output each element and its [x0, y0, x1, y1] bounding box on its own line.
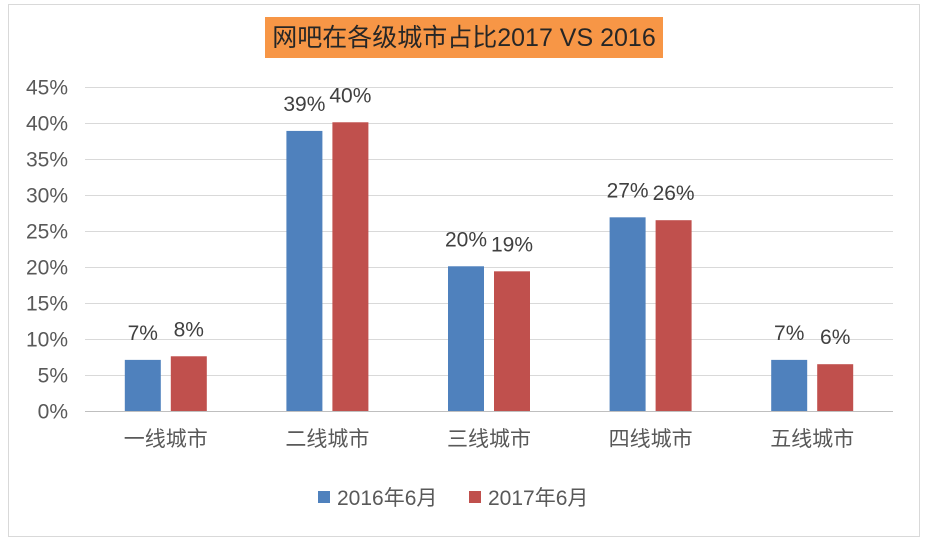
data-label-series-2-category-5: 6% [820, 326, 850, 349]
bar-series-2-category-2 [332, 122, 369, 411]
bar-series-1-category-3 [448, 266, 484, 411]
data-label-series-1-category-4: 27% [607, 179, 649, 202]
y-tick-label: 45% [26, 77, 68, 100]
data-label-series-2-category-1: 8% [174, 318, 204, 341]
data-label-series-1-category-3: 20% [445, 228, 487, 251]
y-tick-label: 25% [26, 221, 68, 244]
legend-swatch-series-1 [318, 491, 330, 503]
bar-series-2-category-5 [817, 364, 854, 411]
bars [124, 122, 854, 412]
y-tick-label: 30% [26, 185, 68, 208]
y-tick-label: 20% [26, 257, 68, 280]
y-gridlines [85, 87, 893, 412]
x-tick-label-category-1: 一线城市 [124, 428, 208, 451]
y-tick-label: 5% [38, 365, 68, 388]
bar-series-2-category-3 [494, 271, 530, 411]
data-label-series-2-category-3: 19% [491, 233, 533, 256]
data-label-series-2-category-4: 26% [653, 182, 695, 205]
y-axis-tick-labels: 0% 5% 10% 15% 20% 25% 30% 35% 40% 45% [26, 77, 68, 424]
chart-title: 网吧在各级城市占比2017 VS 2016 [272, 24, 655, 52]
data-labels: 7% 8% 39% 40% 20% 19% 27% 26% 7% 6% [128, 84, 851, 349]
x-tick-label-category-2: 二线城市 [285, 428, 369, 451]
y-tick-label: 15% [26, 293, 68, 316]
y-tick-label: 10% [26, 329, 68, 352]
bar-series-2-category-1 [170, 356, 207, 411]
data-label-series-1-category-1: 7% [128, 322, 158, 345]
x-axis-category-labels: 一线城市 二线城市 三线城市 四线城市 五线城市 [124, 428, 854, 451]
x-tick-label-category-4: 四线城市 [609, 428, 693, 451]
data-label-series-1-category-5: 7% [774, 322, 804, 345]
x-tick-label-category-5: 五线城市 [770, 428, 854, 451]
bar-series-1-category-2 [286, 130, 323, 412]
bar-series-1-category-4 [609, 217, 646, 411]
bar-series-1-category-1 [124, 359, 161, 411]
legend-label-series-2: 2017年6月 [488, 487, 588, 510]
bar-series-2-category-4 [655, 220, 692, 411]
chart-title-box [265, 17, 663, 58]
data-label-series-1-category-2: 39% [283, 93, 325, 116]
y-tick-label: 0% [38, 401, 68, 424]
y-tick-label: 35% [26, 149, 68, 172]
legend-swatch-series-2 [469, 491, 481, 503]
legend: 2016年6月 2017年6月 [318, 487, 588, 510]
y-tick-label: 40% [26, 113, 68, 136]
legend-label-series-1: 2016年6月 [337, 487, 437, 510]
x-tick-label-category-3: 三线城市 [447, 428, 531, 451]
bar-series-1-category-5 [771, 359, 808, 411]
data-label-series-2-category-2: 40% [329, 84, 371, 107]
chart-title-group: 网吧在各级城市占比2017 VS 2016 [265, 17, 663, 58]
